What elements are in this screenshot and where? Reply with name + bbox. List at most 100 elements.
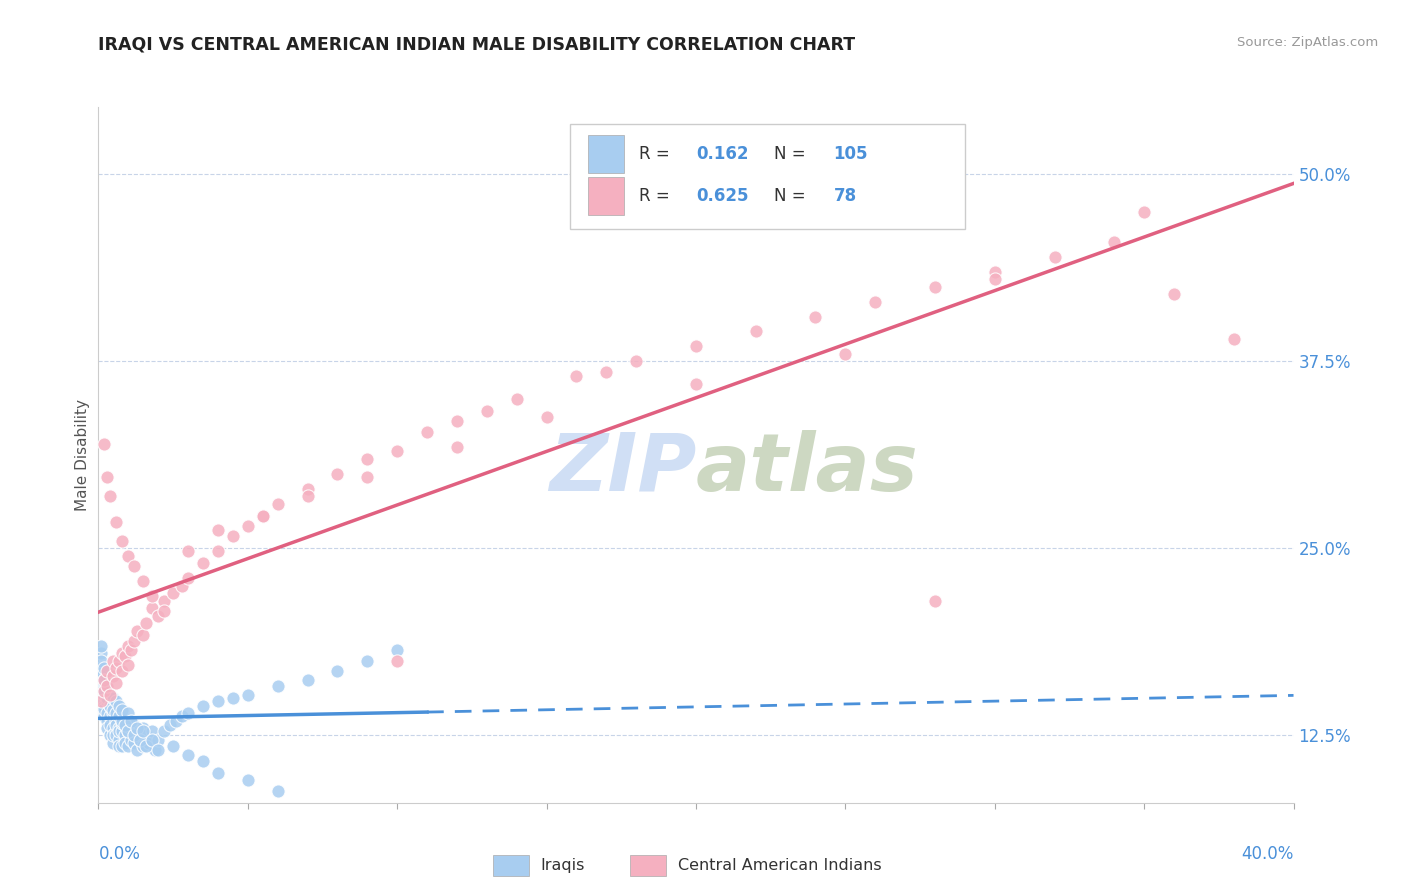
Point (90, 668, 112, 682)
Point (93, 694, 115, 708)
Point (108, 739, 131, 753)
Point (114, 736, 136, 750)
Point (983, 272, 1005, 286)
Point (93, 683, 115, 698)
Point (93, 688, 115, 702)
Point (120, 721, 142, 735)
Point (267, 784, 290, 798)
Point (135, 739, 157, 753)
Point (141, 733, 163, 747)
Point (297, 482, 319, 496)
Point (111, 646, 134, 660)
Point (177, 571, 200, 585)
Point (124, 718, 146, 732)
Point (191, 557, 214, 571)
Point (177, 747, 200, 762)
Point (90, 676, 112, 690)
Point (132, 739, 155, 753)
Point (1223, 332, 1246, 346)
Point (207, 524, 229, 538)
Point (98, 698, 122, 713)
Point (236, 688, 259, 702)
Point (117, 723, 139, 738)
Point (143, 743, 166, 757)
Point (129, 733, 152, 747)
Point (93, 701, 115, 715)
Point (98, 729, 122, 743)
Point (93, 673, 115, 687)
Point (90, 661, 112, 675)
Y-axis label: Male Disability: Male Disability (75, 399, 90, 511)
Point (98, 698, 122, 713)
Point (103, 698, 125, 713)
Point (446, 440, 468, 454)
Point (162, 739, 184, 753)
Point (834, 347, 856, 361)
Text: IRAQI VS CENTRAL AMERICAN INDIAN MALE DISABILITY CORRELATION CHART: IRAQI VS CENTRAL AMERICAN INDIAN MALE DI… (98, 36, 855, 54)
Point (103, 668, 125, 682)
Point (624, 354, 647, 368)
Point (90, 646, 112, 660)
Point (141, 590, 163, 604)
Point (103, 736, 125, 750)
Point (117, 723, 139, 738)
Point (124, 729, 146, 743)
Point (356, 469, 378, 483)
Text: 40.0%: 40.0% (1241, 845, 1294, 863)
Point (267, 497, 290, 511)
Point (236, 773, 259, 788)
Point (148, 608, 170, 623)
Point (103, 691, 125, 706)
Point (96, 714, 118, 728)
Point (105, 714, 128, 728)
Point (105, 729, 128, 743)
Point (98, 688, 122, 702)
Bar (589, 136, 624, 173)
Point (120, 643, 142, 657)
Point (111, 714, 134, 728)
Point (111, 739, 134, 753)
Point (93, 673, 115, 687)
Point (132, 721, 155, 735)
Point (103, 721, 125, 735)
Point (90, 683, 112, 698)
Point (191, 754, 214, 768)
Point (108, 733, 131, 747)
Point (141, 723, 163, 738)
Point (105, 718, 128, 732)
Point (1163, 287, 1185, 301)
Point (222, 691, 245, 706)
Point (103, 729, 125, 743)
Point (93, 436, 115, 450)
Point (114, 649, 136, 664)
Point (446, 414, 468, 428)
Point (96, 664, 118, 678)
Point (90, 694, 112, 708)
Point (148, 733, 170, 747)
Point (111, 533, 134, 548)
Point (153, 723, 176, 738)
Point (111, 723, 134, 738)
Text: N =: N = (773, 145, 810, 163)
Point (105, 706, 128, 720)
Point (114, 718, 136, 732)
Point (117, 639, 139, 653)
Point (98, 718, 122, 732)
Point (108, 709, 131, 723)
Point (745, 325, 768, 339)
Point (117, 739, 139, 753)
Text: 78: 78 (834, 187, 856, 205)
Point (124, 559, 146, 574)
FancyBboxPatch shape (571, 124, 965, 229)
Point (117, 706, 139, 720)
Text: 0.0%: 0.0% (98, 845, 141, 863)
Point (172, 579, 194, 593)
Point (252, 508, 274, 523)
Bar (630, 855, 666, 876)
Point (93, 709, 115, 723)
Point (595, 365, 617, 379)
Point (165, 714, 187, 728)
Point (132, 574, 155, 589)
Point (983, 265, 1005, 279)
Point (129, 733, 152, 747)
